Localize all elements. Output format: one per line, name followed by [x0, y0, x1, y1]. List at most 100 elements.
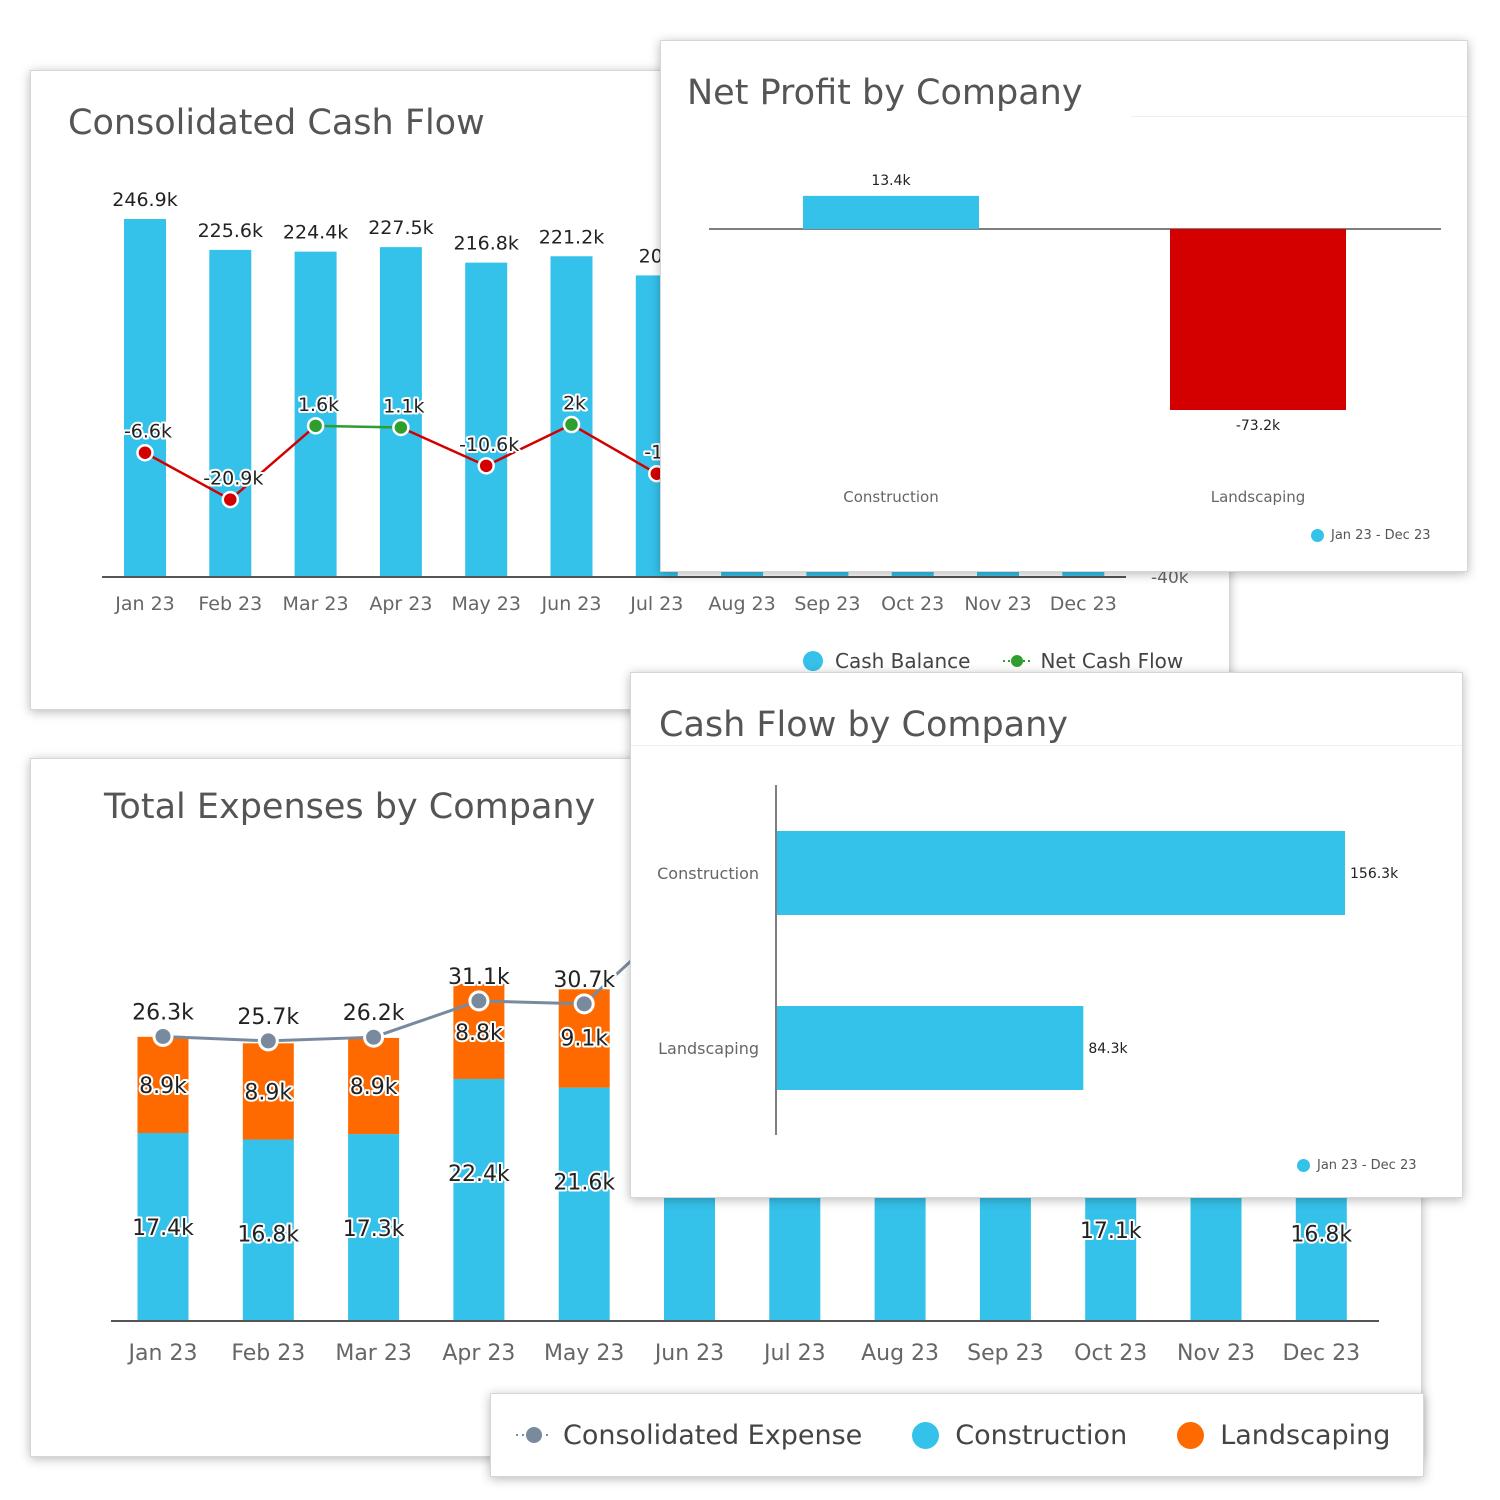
net-cash-flow-point [564, 417, 579, 432]
cash-balance-value-label: 216.8k [453, 233, 518, 255]
cash-flow-legend: Cash Balance Net Cash Flow [803, 649, 1183, 673]
construction-value-label: 16.8k [237, 1222, 299, 1247]
cash-by-company-card: Cash Flow by Company 156.3k Construction 8… [630, 672, 1463, 1198]
period-legend-icon [1311, 529, 1324, 542]
construction-value-label: 17.1k [1080, 1219, 1142, 1244]
x-axis-tick-label: Oct 23 [881, 593, 944, 615]
cash-by-company-chart: 156.3k Construction 84.3k Landscaping [631, 673, 1462, 1197]
cash-by-company-legend: Jan 23 - Dec 23 [1297, 1158, 1417, 1173]
x-axis-tick-label: Apr 23 [369, 593, 432, 615]
landscaping-value-label: 8.9k [139, 1074, 187, 1099]
landscaping-value-label: 8.9k [350, 1075, 398, 1100]
net-profit-legend: Jan 23 - Dec 23 [1311, 528, 1431, 543]
legend-net-cash-flow-label: Net Cash Flow [1040, 649, 1183, 673]
net-cash-flow-point [479, 458, 494, 473]
net-cash-flow-point [138, 445, 153, 460]
net-cash-flow-value-label: 1.6k [298, 394, 339, 416]
x-axis-tick-label: Nov 23 [964, 593, 1031, 615]
net-cash-flow-value-label: -10.6k [459, 434, 519, 456]
x-axis-tick-label: Dec 23 [1283, 1341, 1361, 1366]
construction-value-label: 16.8k [1290, 1222, 1352, 1247]
construction-value-label: 22.4k [448, 1162, 510, 1187]
net-profit-chart: 13.4k Construction -73.2k Landscaping [661, 41, 1467, 571]
x-axis-tick-label: Feb 23 [198, 593, 262, 615]
x-axis-tick-label: May 23 [451, 593, 521, 615]
x-axis-tick-label: Jul 23 [629, 593, 683, 615]
x-axis-tick-label: Aug 23 [861, 1341, 939, 1366]
legend-consolidated-expense-label: Consolidated Expense [563, 1420, 862, 1451]
cash-flow-company-value-label: 84.3k [1088, 1041, 1128, 1057]
cash-balance-legend-icon [803, 651, 823, 671]
consolidated-expense-point [470, 992, 488, 1010]
net-cash-flow-point [223, 492, 238, 507]
landscaping-value-label: 8.9k [244, 1080, 292, 1105]
expenses-legend-items: Consolidated Expense Construction Landsc… [515, 1394, 1390, 1476]
net-profit-legend-label: Jan 23 - Dec 23 [1331, 528, 1431, 543]
legend-cash-balance-label: Cash Balance [835, 649, 970, 673]
consolidated-expense-value-label: 26.3k [132, 1000, 194, 1025]
x-axis-tick-label: Sep 23 [794, 593, 860, 615]
net-cash-flow-point [308, 418, 323, 433]
net-cash-flow-point [393, 420, 408, 435]
consolidated-expense-point [365, 1028, 383, 1046]
cash-balance-value-label: 246.9k [112, 189, 177, 211]
x-axis-tick-label: Mar 23 [283, 593, 349, 615]
category-label: Construction [657, 864, 759, 883]
x-axis-tick-label: Jan 23 [114, 593, 175, 615]
net-profit-bar [1170, 229, 1346, 410]
net-cash-flow-value-label: 1.1k [383, 395, 424, 417]
cash-balance-value-label: 221.2k [539, 226, 604, 248]
x-axis-tick-label: Jul 23 [762, 1341, 826, 1366]
x-axis-tick-label: Jun 23 [541, 593, 602, 615]
consolidated-expense-point [154, 1027, 172, 1045]
cash-by-company-legend-label: Jan 23 - Dec 23 [1317, 1158, 1417, 1173]
consolidated-expense-legend-icon [515, 1426, 553, 1444]
net-cash-flow-value-label: -6.6k [124, 421, 172, 443]
x-axis-tick-label: Sep 23 [967, 1341, 1043, 1366]
construction-value-label: 17.4k [132, 1216, 194, 1241]
cash-flow-company-value-label: 156.3k [1350, 866, 1399, 882]
x-axis-tick-label: Aug 23 [708, 593, 775, 615]
construction-value-label: 21.6k [553, 1171, 615, 1196]
cash-balance-value-label: 224.4k [283, 222, 348, 244]
cash-balance-bar [209, 250, 251, 577]
net-profit-bar [803, 196, 979, 229]
x-axis-tick-label: Jan 23 [127, 1341, 198, 1366]
legend-landscaping-label: Landscaping [1220, 1420, 1390, 1451]
consolidated-expense-value-label: 31.1k [448, 965, 510, 990]
consolidated-expense-point [259, 1032, 277, 1050]
construction-bar [559, 1088, 610, 1321]
cash-balance-bar [124, 219, 166, 577]
cash-balance-value-label: 225.6k [198, 220, 263, 242]
consolidated-expense-point [575, 995, 593, 1013]
net-cash-flow-line-segment [316, 426, 401, 428]
category-label: Construction [843, 488, 939, 506]
net-cash-flow-legend-icon [1002, 654, 1032, 668]
net-profit-value-label: 13.4k [871, 173, 911, 189]
net-cash-flow-value-label: -20.9k [203, 468, 263, 490]
construction-legend-icon [912, 1422, 939, 1449]
landscaping-legend-icon [1177, 1422, 1204, 1449]
consolidated-expense-value-label: 26.2k [343, 1001, 405, 1026]
consolidated-expense-value-label: 25.7k [237, 1005, 299, 1030]
cash-balance-bar [465, 263, 507, 577]
landscaping-value-label: 9.1k [560, 1026, 608, 1051]
x-axis-tick-label: Apr 23 [442, 1341, 515, 1366]
net-profit-value-label: -73.2k [1236, 418, 1281, 434]
cash-balance-value-label: 227.5k [368, 217, 433, 239]
period-legend-icon [1297, 1159, 1310, 1172]
x-axis-tick-label: Dec 23 [1050, 593, 1117, 615]
x-axis-tick-label: Oct 23 [1074, 1341, 1147, 1366]
construction-bar [453, 1079, 504, 1321]
cash-flow-company-bar [777, 831, 1345, 915]
consolidated-expense-value-label: 30.7k [553, 968, 615, 993]
x-axis-tick-label: May 23 [544, 1341, 624, 1366]
cash-flow-company-bar [777, 1006, 1083, 1090]
x-axis-tick-label: Jun 23 [653, 1341, 724, 1366]
construction-value-label: 17.3k [343, 1217, 405, 1242]
legend-construction-label: Construction [955, 1420, 1127, 1451]
x-axis-tick-label: Mar 23 [335, 1341, 412, 1366]
category-label: Landscaping [1211, 488, 1306, 506]
net-profit-card: Net Profit by Company 13.4k Construction -… [660, 40, 1468, 572]
landscaping-value-label: 8.8k [455, 1021, 503, 1046]
